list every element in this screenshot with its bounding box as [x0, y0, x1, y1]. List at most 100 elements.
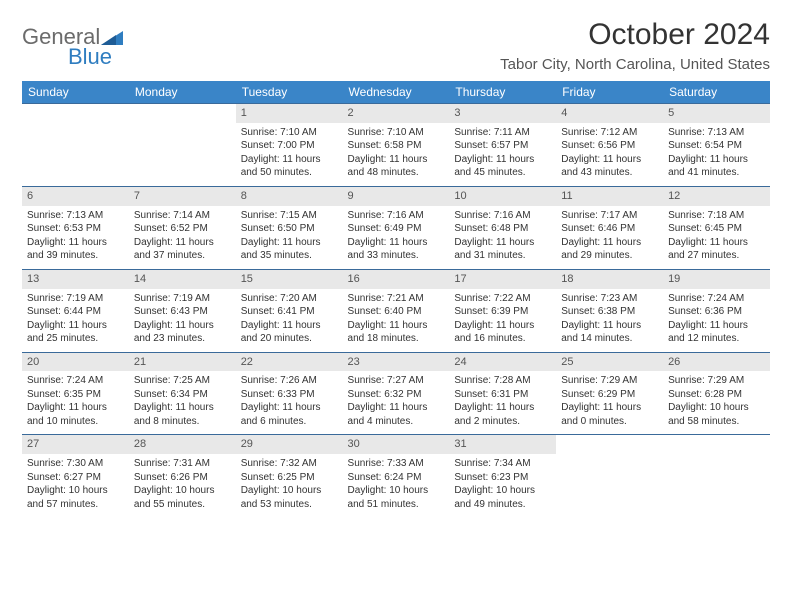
- sunrise-line: Sunrise: 7:32 AM: [241, 457, 338, 471]
- sunset-line: Sunset: 6:38 PM: [561, 305, 658, 319]
- day-number: 4: [556, 104, 663, 123]
- day-header: Tuesday: [236, 81, 343, 104]
- calendar-day-cell: 9Sunrise: 7:16 AMSunset: 6:49 PMDaylight…: [343, 186, 450, 269]
- day-number: 22: [236, 353, 343, 372]
- calendar-day-cell: 3Sunrise: 7:11 AMSunset: 6:57 PMDaylight…: [449, 104, 556, 187]
- calendar-day-cell: 27Sunrise: 7:30 AMSunset: 6:27 PMDayligh…: [22, 435, 129, 517]
- calendar-day-cell: 30Sunrise: 7:33 AMSunset: 6:24 PMDayligh…: [343, 435, 450, 517]
- sunrise-line: Sunrise: 7:18 AM: [668, 209, 765, 223]
- daylight-line: Daylight: 10 hours and 57 minutes.: [27, 484, 124, 511]
- sunrise-line: Sunrise: 7:12 AM: [561, 126, 658, 140]
- sunrise-line: Sunrise: 7:24 AM: [27, 374, 124, 388]
- day-number: 17: [449, 270, 556, 289]
- day-number: 2: [343, 104, 450, 123]
- daylight-line: Daylight: 11 hours and 16 minutes.: [454, 319, 551, 346]
- header: GeneralBlue October 2024 Tabor City, Nor…: [22, 18, 770, 73]
- logo: GeneralBlue: [22, 18, 123, 70]
- day-number: 23: [343, 353, 450, 372]
- daylight-line: Daylight: 11 hours and 20 minutes.: [241, 319, 338, 346]
- sunset-line: Sunset: 6:53 PM: [27, 222, 124, 236]
- daylight-line: Daylight: 11 hours and 25 minutes.: [27, 319, 124, 346]
- sunset-line: Sunset: 6:58 PM: [348, 139, 445, 153]
- calendar-day-cell: 29 Sunrise: 7:32 AMSunset: 6:25 PMDayligh…: [236, 435, 343, 517]
- sunset-line: Sunset: 6:39 PM: [454, 305, 551, 319]
- calendar-week-row: 6Sunrise: 7:13 AMSunset: 6:53 PMDaylight…: [22, 186, 770, 269]
- day-number: 13: [22, 270, 129, 289]
- day-number: 28: [129, 435, 236, 454]
- sunrise-line: Sunrise: 7:33 AM: [348, 457, 445, 471]
- sunrise-line: Sunrise: 7:14 AM: [134, 209, 231, 223]
- calendar-day-cell: 5Sunrise: 7:13 AMSunset: 6:54 PMDaylight…: [663, 104, 770, 187]
- calendar-day-cell: [556, 435, 663, 517]
- day-number: 21: [129, 353, 236, 372]
- daylight-line: Daylight: 10 hours and 53 minutes.: [241, 484, 338, 511]
- calendar-day-cell: 15Sunrise: 7:20 AMSunset: 6:41 PMDayligh…: [236, 269, 343, 352]
- calendar-day-cell: 18Sunrise: 7:23 AMSunset: 6:38 PMDayligh…: [556, 269, 663, 352]
- day-number: 25: [556, 353, 663, 372]
- title-block: October 2024 Tabor City, North Carolina,…: [500, 18, 770, 73]
- day-number: 7: [129, 187, 236, 206]
- daylight-line: Daylight: 11 hours and 27 minutes.: [668, 236, 765, 263]
- calendar-day-cell: 12 Sunrise: 7:18 AMSunset: 6:45 PMDayligh…: [663, 186, 770, 269]
- day-number: 20: [22, 353, 129, 372]
- sunset-line: Sunset: 6:32 PM: [348, 388, 445, 402]
- day-number: 16: [343, 270, 450, 289]
- calendar-day-cell: 20 Sunrise: 7:24 AMSunset: 6:35 PMDayligh…: [22, 352, 129, 435]
- calendar-day-cell: 8Sunrise: 7:15 AMSunset: 6:50 PMDaylight…: [236, 186, 343, 269]
- calendar-day-cell: 10Sunrise: 7:16 AMSunset: 6:48 PMDayligh…: [449, 186, 556, 269]
- daylight-line: Daylight: 11 hours and 2 minutes.: [454, 401, 551, 428]
- day-number: 24: [449, 353, 556, 372]
- sunrise-line: Sunrise: 7:34 AM: [454, 457, 551, 471]
- sunset-line: Sunset: 6:45 PM: [668, 222, 765, 236]
- sunrise-line: Sunrise: 7:24 AM: [668, 292, 765, 306]
- month-title: October 2024: [500, 18, 770, 52]
- calendar-day-cell: [129, 104, 236, 187]
- sunset-line: Sunset: 6:36 PM: [668, 305, 765, 319]
- calendar-day-cell: 6Sunrise: 7:13 AMSunset: 6:53 PMDaylight…: [22, 186, 129, 269]
- calendar-week-row: 27Sunrise: 7:30 AMSunset: 6:27 PMDayligh…: [22, 435, 770, 517]
- day-number: 15: [236, 270, 343, 289]
- day-number: 9: [343, 187, 450, 206]
- daylight-line: Daylight: 11 hours and 50 minutes.: [241, 153, 338, 180]
- calendar-day-cell: 19 Sunrise: 7:24 AMSunset: 6:36 PMDayligh…: [663, 269, 770, 352]
- day-header: Sunday: [22, 81, 129, 104]
- day-number: 10: [449, 187, 556, 206]
- calendar-day-cell: 14Sunrise: 7:19 AMSunset: 6:43 PMDayligh…: [129, 269, 236, 352]
- daylight-line: Daylight: 11 hours and 12 minutes.: [668, 319, 765, 346]
- daylight-line: Daylight: 11 hours and 18 minutes.: [348, 319, 445, 346]
- daylight-line: Daylight: 11 hours and 31 minutes.: [454, 236, 551, 263]
- sunset-line: Sunset: 6:35 PM: [27, 388, 124, 402]
- calendar-header-row: SundayMondayTuesdayWednesdayThursdayFrid…: [22, 81, 770, 104]
- sunrise-line: Sunrise: 7:21 AM: [348, 292, 445, 306]
- sunrise-line: Sunrise: 7:28 AM: [454, 374, 551, 388]
- day-number: 12: [663, 187, 770, 206]
- day-number: 29: [236, 435, 343, 454]
- calendar-week-row: 20Sunrise: 7:24 AMSunset: 6:35 PMDayligh…: [22, 352, 770, 435]
- day-header: Saturday: [663, 81, 770, 104]
- sunrise-line: Sunrise: 7:26 AM: [241, 374, 338, 388]
- calendar-table: SundayMondayTuesdayWednesdayThursdayFrid…: [22, 81, 770, 517]
- daylight-line: Daylight: 11 hours and 45 minutes.: [454, 153, 551, 180]
- sunset-line: Sunset: 6:23 PM: [454, 471, 551, 485]
- sunset-line: Sunset: 6:25 PM: [241, 471, 338, 485]
- calendar-day-cell: 4Sunrise: 7:12 AMSunset: 6:56 PMDaylight…: [556, 104, 663, 187]
- sunset-line: Sunset: 6:41 PM: [241, 305, 338, 319]
- calendar-day-cell: 26Sunrise: 7:29 AMSunset: 6:28 PMDayligh…: [663, 352, 770, 435]
- daylight-line: Daylight: 11 hours and 43 minutes.: [561, 153, 658, 180]
- day-number: 19: [663, 270, 770, 289]
- sunset-line: Sunset: 6:34 PM: [134, 388, 231, 402]
- sunrise-line: Sunrise: 7:13 AM: [668, 126, 765, 140]
- daylight-line: Daylight: 11 hours and 10 minutes.: [27, 401, 124, 428]
- sunrise-line: Sunrise: 7:16 AM: [348, 209, 445, 223]
- daylight-line: Daylight: 11 hours and 48 minutes.: [348, 153, 445, 180]
- day-header: Thursday: [449, 81, 556, 104]
- sunrise-line: Sunrise: 7:27 AM: [348, 374, 445, 388]
- day-number: 3: [449, 104, 556, 123]
- sunset-line: Sunset: 6:52 PM: [134, 222, 231, 236]
- daylight-line: Daylight: 11 hours and 6 minutes.: [241, 401, 338, 428]
- sunrise-line: Sunrise: 7:11 AM: [454, 126, 551, 140]
- calendar-day-cell: 13Sunrise: 7:19 AMSunset: 6:44 PMDayligh…: [22, 269, 129, 352]
- sunset-line: Sunset: 6:27 PM: [27, 471, 124, 485]
- sunset-line: Sunset: 6:44 PM: [27, 305, 124, 319]
- calendar-week-row: 1Sunrise: 7:10 AMSunset: 7:00 PMDaylight…: [22, 104, 770, 187]
